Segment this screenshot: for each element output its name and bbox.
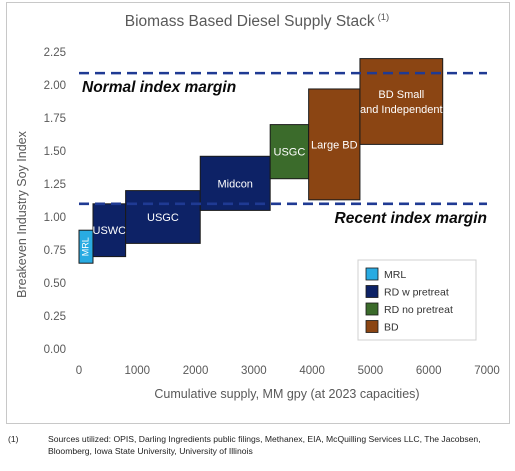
bar: [308, 88, 361, 201]
bar-label: MRL: [80, 237, 90, 256]
bar: [92, 203, 127, 258]
y-axis-title: Breakeven Industry Soy Index: [15, 130, 29, 298]
y-tick-label: 0.00: [44, 344, 66, 356]
chart-title-superscript: (1): [378, 12, 390, 23]
legend-swatch: [365, 285, 379, 298]
x-tick-label: 5000: [358, 365, 384, 377]
bar: [359, 58, 444, 145]
bar-label-line: Midcon: [217, 178, 252, 190]
bar-label-line: BD Small: [378, 89, 424, 101]
y-tick-label: 2.25: [44, 47, 66, 59]
footnote-text: Sources utilized: OPIS, Darling Ingredie…: [48, 434, 481, 456]
y-tick-label: 1.25: [44, 179, 66, 191]
y-tick-label: 1.50: [44, 146, 66, 158]
footnote-number: (1): [8, 434, 19, 444]
legend-label: RD no pretreat: [384, 304, 453, 316]
bar: [199, 155, 271, 211]
y-tick-label: 1.75: [44, 113, 66, 125]
y-tick-label: 0.25: [44, 311, 66, 323]
bar: [269, 124, 310, 180]
bar-label: BD Small and Independent: [360, 89, 443, 116]
bar-label-line: USWC: [93, 225, 127, 237]
bar-label: USGC: [147, 212, 179, 224]
x-tick-label: 6000: [416, 365, 442, 377]
y-tick-label: 0.75: [44, 245, 66, 257]
y-tick-label: 1.00: [44, 212, 66, 224]
legend-swatch: [365, 267, 379, 281]
bar-label-line: Large BD: [311, 139, 358, 151]
x-tick-label: 4000: [299, 365, 325, 377]
x-tick-label: 0: [76, 365, 82, 377]
supply-stack-chart: Biomass Based Diesel Supply Stack (1) 0 100…: [15, 12, 500, 401]
bar-label: Midcon: [217, 178, 252, 190]
y-tick-label: 2.00: [44, 80, 66, 92]
bar-label-line: and Independent: [360, 104, 443, 116]
bar-label: USGC: [274, 147, 306, 159]
x-tick-label: 1000: [124, 365, 150, 377]
bar-label-line: USGC: [147, 212, 179, 224]
bar: [125, 190, 201, 244]
bar-label: USWC: [93, 225, 127, 237]
legend-swatch: [365, 302, 379, 316]
y-tick-label: 0.50: [44, 278, 66, 290]
bar-label: Large BD: [311, 139, 358, 151]
legend-label: RD w pretreat: [384, 287, 449, 299]
legend-swatch: [365, 320, 379, 333]
x-tick-label: 3000: [241, 365, 267, 377]
bar-label-line: USGC: [274, 147, 306, 159]
x-tick-label: 2000: [183, 365, 209, 377]
reference-line-label: Recent index margin: [335, 210, 487, 227]
legend-label: MRL: [384, 269, 406, 281]
legend-label: BD: [384, 322, 399, 334]
reference-line-label: Normal index margin: [82, 79, 236, 96]
x-axis-title: Cumulative supply, MM gpy (at 2023 capac…: [154, 387, 419, 401]
chart-title: Biomass Based Diesel Supply Stack (1): [125, 12, 389, 30]
x-tick-label: 7000: [474, 365, 500, 377]
